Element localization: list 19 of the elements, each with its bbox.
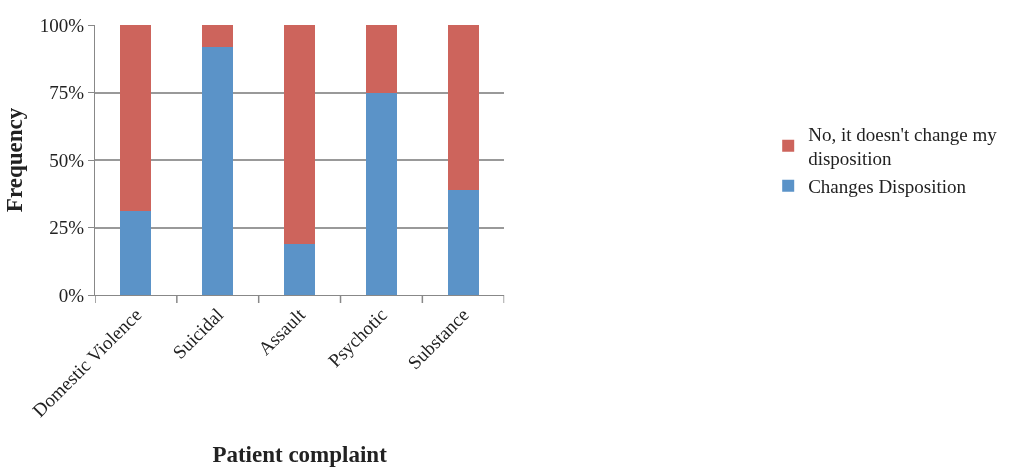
y-tick-label: 25% bbox=[49, 217, 85, 239]
x-axis-title: Patient complaint bbox=[212, 441, 388, 467]
bar bbox=[284, 25, 316, 244]
y-axis-title: Frequency bbox=[2, 107, 28, 213]
bar bbox=[120, 211, 152, 295]
bar bbox=[365, 25, 397, 93]
bar bbox=[447, 25, 479, 190]
legend-label: Changes Disposition bbox=[808, 176, 967, 198]
bar bbox=[120, 25, 152, 212]
legend-label: No, it doesn't change my disposition bbox=[808, 123, 998, 170]
y-tick-label: 75% bbox=[49, 82, 85, 104]
bar bbox=[284, 243, 316, 295]
bar bbox=[202, 25, 234, 47]
bar bbox=[365, 92, 397, 295]
y-tick-label: 0% bbox=[58, 284, 85, 306]
bar bbox=[202, 46, 234, 295]
bar bbox=[447, 189, 479, 295]
y-tick-label: 50% bbox=[49, 149, 85, 171]
y-tick-label: 100% bbox=[39, 14, 85, 36]
